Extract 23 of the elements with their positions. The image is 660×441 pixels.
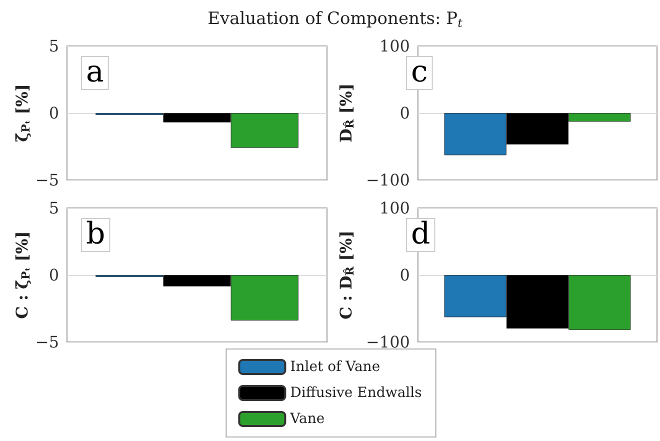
y-tick-label: 0 [400,104,410,122]
y-axis-title: ζ̄Pₜ [%] [12,84,32,142]
annotation: d [411,216,430,252]
y-tick-label: −5 [35,332,59,352]
y-tick-label: −5 [35,170,59,190]
y-tick-label: 5 [48,198,59,218]
legend-label: Vane [289,411,325,427]
y-axis-title: C : ζ̄Pₜ [%] [12,231,32,319]
y-axis-title: DR̂ [%] [336,83,357,143]
y-tick-label: 100 [379,198,410,218]
annotation: a [86,54,104,90]
y-tick-label: 0 [400,266,410,284]
y-axis-title: C : DR̂ [%] [336,230,357,320]
legend-label: Inlet of Vane [290,359,380,375]
y-tick-label: 100 [379,36,410,56]
y-tick-label: 5 [48,36,59,56]
y-tick-label: 0 [48,104,59,122]
y-tick-label: 0 [48,266,59,284]
y-tick-label: −100 [366,170,410,190]
legend-label: Diffusive Endwalls [290,385,422,401]
y-tick-label: −100 [366,332,410,352]
annotation: b [86,216,106,252]
annotation: c [411,54,428,90]
